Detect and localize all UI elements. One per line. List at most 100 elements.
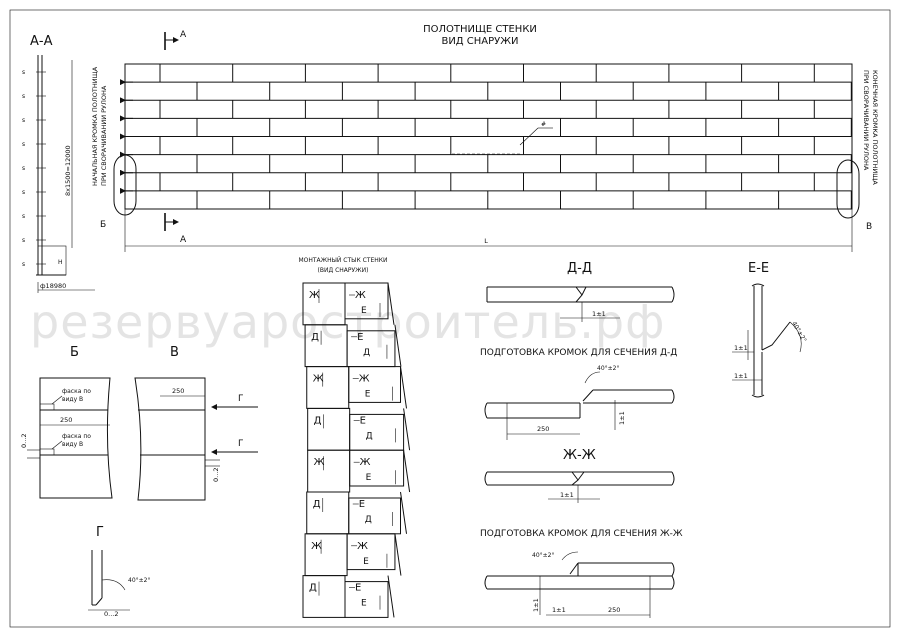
aa-s-label: s xyxy=(22,189,25,196)
aa-h-box xyxy=(37,245,67,276)
prepdd-lower-break xyxy=(484,402,488,419)
assembly-right-mark: Е xyxy=(365,390,371,400)
prep-zhzh-title: ПОДГОТОВКА КРОМОК ДЛЯ СЕЧЕНИЯ Ж-Ж xyxy=(480,529,683,539)
assembly-right-edge xyxy=(400,366,408,409)
assembly-mid-mark: Е xyxy=(359,499,365,510)
ee-bottom-break xyxy=(751,394,765,398)
assembly-title-line1: МОНТАЖНЫЙ СТЫК СТЕНКИ xyxy=(298,257,387,264)
zhzh-tol: 1±1 xyxy=(560,491,574,499)
detail-v-arrow-g2-label: Г xyxy=(238,439,244,449)
prepzh-250: 250 xyxy=(608,606,620,614)
assembly-title-line2: (ВИД СНАРУЖИ) xyxy=(318,267,369,274)
assembly-left-mark: Ж xyxy=(311,541,322,552)
ee-tol2: 1±1 xyxy=(734,372,748,380)
detail-b-step1 xyxy=(39,403,55,411)
assembly-mid-mark: Ж xyxy=(357,541,368,552)
detail-b-chamfer2-l2: виду В xyxy=(62,441,83,448)
sheet-frame xyxy=(9,9,891,628)
detail-b-step2 xyxy=(39,448,55,456)
aa-s-label: s xyxy=(22,213,25,220)
callout-v-label: В xyxy=(866,222,872,232)
assembly-left-mark: Д xyxy=(309,583,317,594)
main-title-line1: ПОЛОТНИЩЕ СТЕНКИ xyxy=(423,24,537,35)
detail-b-leader1 xyxy=(51,395,63,405)
prepdd-angle-arc xyxy=(584,371,601,384)
detail-g-title: Г xyxy=(96,525,104,540)
assembly-left-mark: Ж xyxy=(314,457,325,468)
assembly-mid-mark: Ж xyxy=(360,457,371,468)
prepzh-angle-arc xyxy=(561,551,579,561)
assembly-right-edge xyxy=(394,324,402,367)
main-title-line2: ВИД СНАРУЖИ xyxy=(441,36,518,47)
aa-s-label: s xyxy=(22,141,25,148)
ee-angle: 40°±2° xyxy=(790,321,807,344)
assembly-mid-mark: Е xyxy=(357,332,363,343)
assembly-right-mark: Е xyxy=(361,306,367,316)
callout-b-label: Б xyxy=(100,220,106,230)
prep-zh-zh: ПОДГОТОВКА КРОМОК ДЛЯ СЕЧЕНИЯ Ж-Ж 40°±2°… xyxy=(480,529,683,618)
assembly-right-mark: Д xyxy=(365,515,372,525)
section-aa-title: А-А xyxy=(30,34,53,49)
section-dd-title: Д-Д xyxy=(567,261,592,276)
assembly-right-mark: Е xyxy=(363,557,369,567)
weld-leader xyxy=(519,127,539,146)
assembly-mid-mark: Ж xyxy=(355,290,366,301)
detail-v-250: 250 xyxy=(172,387,184,395)
assembly-mid-mark: Ж xyxy=(359,374,370,385)
section-d-d: Д-Д 1±1 xyxy=(486,261,675,322)
detail-b-chamfer1-l2: виду В xyxy=(62,396,83,403)
ee-angle-arc xyxy=(789,321,802,353)
detail-b-gap: 0...2 xyxy=(20,434,28,448)
aa-height-label: 8х1500=12000 xyxy=(64,145,72,196)
aa-course-ticks xyxy=(36,71,46,265)
assembly-right-edge xyxy=(400,491,408,534)
zhzh-right-break xyxy=(671,471,675,486)
assembly-mid-plate xyxy=(346,533,396,571)
detail-v-arrow-g1-label: Г xyxy=(238,394,244,404)
assembly-left-mark: Ж xyxy=(309,290,320,301)
assembly-left-mark: Д xyxy=(313,499,321,510)
assembly-right-mark: Д xyxy=(363,348,370,358)
detail-b-chamfer2-l1: фаска по xyxy=(62,433,91,440)
section-a-a: А-А H s s s s s s s s s 8х1500=12000 ф18980 xyxy=(22,34,95,293)
assembly-right-edge xyxy=(403,450,411,493)
detail-g-angle: 40°±2° xyxy=(128,577,150,584)
section-zhzh-title: Ж-Ж xyxy=(563,448,596,463)
assembly-right-edge xyxy=(387,282,395,325)
dd-tol: 1±1 xyxy=(592,310,606,318)
aa-s-label: s xyxy=(22,165,25,172)
prepzh-angle: 40°±2° xyxy=(532,552,554,559)
prep-d-d: ПОДГОТОВКА КРОМОК ДЛЯ СЕЧЕНИЯ Д-Д 40°±2°… xyxy=(480,348,677,440)
assembly-left-mark: Д xyxy=(311,332,319,343)
detail-g: Г 40°±2° 0...2 xyxy=(88,525,150,618)
left-edge-text-line2: ПРИ СВОРАЧИВАНИИ РУЛОНА xyxy=(100,85,108,186)
aa-h-label: H xyxy=(58,259,63,266)
ee-top-break xyxy=(751,283,765,287)
assembly-mid-plate xyxy=(344,282,389,320)
main-wall-view: ПОЛОТНИЩЕ СТЕНКИ ВИД СНАРУЖИ Б В А А L #… xyxy=(91,24,879,252)
assembly-mid-plate xyxy=(344,581,389,618)
assembly-right-mark: Е xyxy=(361,599,367,609)
aa-s-label: s xyxy=(22,69,25,76)
detail-g-gap: 0...2 xyxy=(104,610,118,618)
detail-b-outline xyxy=(39,377,113,499)
left-edge-text-line1: НАЧАЛЬНАЯ КРОМКА ПОЛОТНИЩА xyxy=(91,66,99,186)
cut-a-top-label: А xyxy=(180,30,187,40)
assembly-left-mark: Д xyxy=(314,415,322,426)
weld-symbol: # xyxy=(541,121,546,128)
detail-b-title: Б xyxy=(70,345,79,360)
zhzh-weld xyxy=(571,471,585,486)
detail-v: В 250 Г Г 0...2 xyxy=(134,345,258,501)
prepzh-tol2: 1±1 xyxy=(552,606,566,614)
assembly-right-edge xyxy=(403,408,411,451)
assembly-right-edge xyxy=(394,533,402,576)
cut-a-bottom-label: А xyxy=(180,235,187,245)
detail-b-leader2 xyxy=(51,440,63,450)
assembly-mid-plate xyxy=(349,449,405,487)
aa-s-label: s xyxy=(22,93,25,100)
aa-s-label: s xyxy=(22,117,25,124)
detail-g-bevel xyxy=(95,597,103,606)
detail-b: Б фаска по виду В фаска по виду В 250 0.… xyxy=(20,345,113,499)
dd-weld xyxy=(575,286,587,303)
